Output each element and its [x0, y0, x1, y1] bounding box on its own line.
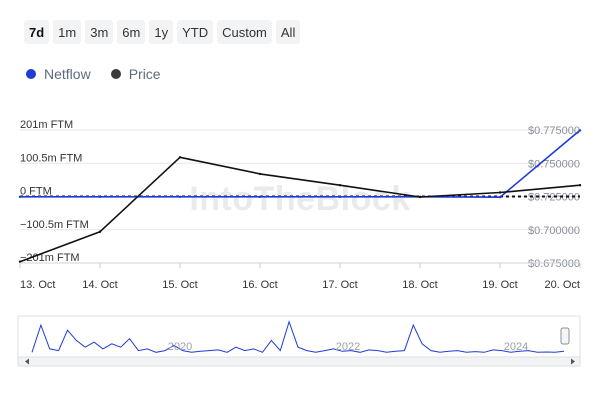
- left-axis: 201m FTM 100.5m FTM 0 FTM −100.5m FTM −201m …: [20, 119, 89, 264]
- legend-dot-icon: [110, 69, 121, 79]
- series-layer: [18, 129, 582, 263]
- netflow-point[interactable]: [98, 195, 102, 199]
- watermark: IntoTheBlock: [189, 180, 410, 218]
- price-point[interactable]: [178, 156, 182, 159]
- range-button-3m[interactable]: 3m: [85, 20, 114, 44]
- price-point[interactable]: [258, 172, 262, 176]
- x-tick-label: 14. Oct: [82, 279, 117, 291]
- y-left-tick-label: −201m FTM: [20, 252, 80, 264]
- legend-item-price[interactable]: Price: [110, 66, 161, 82]
- navigator[interactable]: 2020 2022 2024: [0, 312, 600, 372]
- range-button-7d[interactable]: 7d: [24, 20, 50, 44]
- range-button-1m[interactable]: 1m: [53, 20, 82, 44]
- legend: Netflow Price: [26, 66, 161, 82]
- navigator-handle[interactable]: [560, 327, 570, 345]
- main-chart: IntoTheBlock 201m FTM 100.5m FTM 0 FTM −100…: [18, 119, 582, 291]
- netflow-point[interactable]: [338, 195, 342, 199]
- netflow-point[interactable]: [178, 195, 182, 199]
- scroll-left-arrow-icon[interactable]: [25, 358, 29, 365]
- y-right-tick-label: $0.775000: [528, 125, 580, 137]
- netflow-point[interactable]: [258, 195, 262, 199]
- legend-dot-icon: [26, 69, 36, 79]
- x-axis: 13. Oct 14. Oct 15. Oct 16. Oct 17. Oct 18. O…: [19, 262, 581, 291]
- x-tick-label: 19. Oct: [482, 279, 517, 291]
- y-right-tick-label: $0.700000: [528, 225, 580, 237]
- x-tick-label: 17. Oct: [322, 279, 357, 291]
- range-button-6m[interactable]: 6m: [117, 20, 146, 44]
- range-button-all[interactable]: All: [275, 20, 301, 44]
- y-left-tick-label: −100.5m FTM: [20, 219, 89, 231]
- y-right-tick-label: $0.675000: [528, 258, 580, 270]
- navigator-year-label: 2022: [336, 341, 360, 353]
- y-left-tick-label: 100.5m FTM: [20, 152, 82, 164]
- series-line-price[interactable]: [19, 156, 581, 263]
- y-left-tick-label: 201m FTM: [20, 119, 73, 131]
- scroll-right-arrow-icon[interactable]: [571, 358, 575, 365]
- range-button-1y[interactable]: 1y: [149, 20, 174, 44]
- netflow-point[interactable]: [18, 195, 22, 199]
- price-point[interactable]: [498, 191, 502, 194]
- x-tick-label: 16. Oct: [242, 279, 277, 291]
- legend-item-netflow[interactable]: Netflow: [26, 66, 91, 82]
- price-point[interactable]: [578, 183, 582, 187]
- range-selector: 7d 1m 3m 6m 1y YTD Custom All: [24, 20, 301, 44]
- netflow-point[interactable]: [498, 195, 502, 199]
- price-point[interactable]: [338, 183, 342, 187]
- x-tick-label: 15. Oct: [162, 279, 197, 291]
- range-button-custom[interactable]: Custom: [217, 20, 272, 44]
- y-left-tick-label: 0 FTM: [20, 186, 52, 198]
- price-point[interactable]: [98, 230, 102, 233]
- price-point[interactable]: [418, 195, 422, 199]
- y-right-tick-label: $0.750000: [528, 158, 580, 170]
- series-line-netflow[interactable]: [20, 129, 581, 198]
- navigator-year-label: 2020: [168, 341, 192, 353]
- navigator-year-label: 2024: [504, 341, 528, 353]
- x-tick-label: 18. Oct: [402, 279, 437, 291]
- navigator-series: [31, 320, 565, 353]
- x-tick-label: 13. Oct: [20, 279, 55, 291]
- legend-label: Price: [128, 66, 161, 82]
- x-tick-label: 20. Oct: [545, 279, 580, 291]
- legend-label: Netflow: [44, 66, 91, 82]
- navigator-scrollbar[interactable]: [17, 356, 581, 367]
- netflow-point[interactable]: [578, 129, 582, 132]
- price-point[interactable]: [18, 260, 22, 263]
- range-button-ytd[interactable]: YTD: [177, 20, 214, 44]
